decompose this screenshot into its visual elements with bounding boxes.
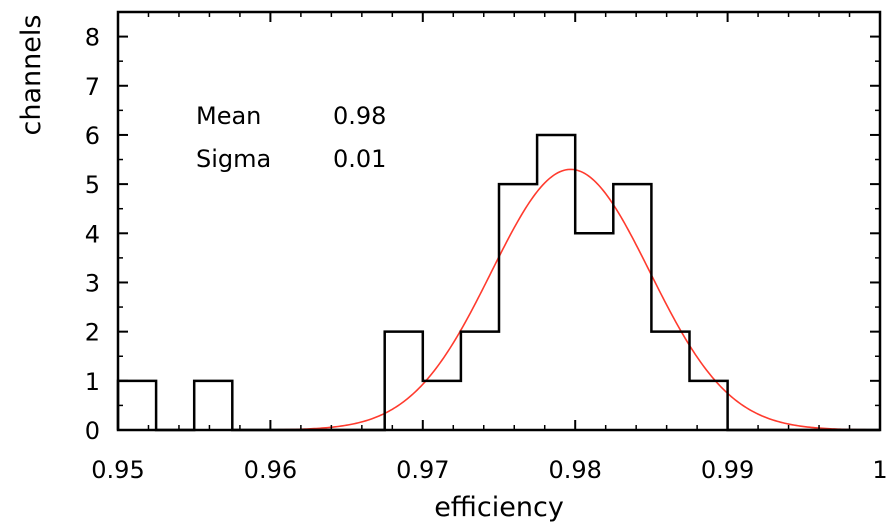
y-tick-label: 5	[85, 171, 100, 199]
histogram-bin	[423, 381, 461, 430]
stats-box: Mean 0.98 Sigma 0.01	[196, 102, 386, 173]
histogram-bin	[537, 135, 575, 430]
stats-sigma-value: 0.01	[333, 145, 386, 173]
histogram-bin	[194, 381, 232, 430]
y-tick-labels: 0 1 2 3 4 5 6 7 8	[85, 24, 100, 445]
stats-sigma-label: Sigma	[196, 145, 271, 173]
x-tick-label: 0.97	[396, 456, 449, 484]
histogram-bin	[690, 381, 728, 430]
stats-mean-label: Mean	[196, 102, 261, 130]
histogram-outline	[116, 133, 880, 432]
histogram-bin	[613, 184, 651, 430]
plot-frame	[116, 10, 882, 432]
x-tick-label: 0.98	[548, 456, 601, 484]
x-tick-labels: 0.95 0.96 0.97 0.98 0.99 1	[91, 456, 886, 484]
histogram-bin	[651, 332, 689, 430]
x-tick-label: 0.99	[701, 456, 754, 484]
histogram-bin	[499, 184, 537, 430]
x-tick-label: 0.96	[244, 456, 297, 484]
x-tick-label: 0.95	[91, 456, 144, 484]
y-tick-label: 3	[85, 269, 100, 297]
histogram-bin	[575, 233, 613, 430]
y-tick-label: 7	[85, 73, 100, 101]
tick-marks	[117, 12, 881, 431]
histogram-bin	[461, 332, 499, 430]
histogram-bin	[385, 332, 423, 430]
x-axis-label: efficiency	[434, 492, 564, 523]
y-axis-label: channels	[16, 15, 47, 136]
x-tick-label: 1	[872, 456, 886, 484]
y-tick-label: 6	[85, 122, 100, 150]
stats-mean-value: 0.98	[333, 102, 386, 130]
y-tick-label: 0	[85, 417, 100, 445]
histogram-layer	[116, 133, 880, 432]
histogram-bin	[118, 381, 156, 430]
y-tick-label: 8	[85, 24, 100, 52]
y-tick-label: 4	[85, 220, 100, 248]
y-tick-label: 2	[85, 319, 100, 347]
y-tick-label: 1	[85, 368, 100, 396]
